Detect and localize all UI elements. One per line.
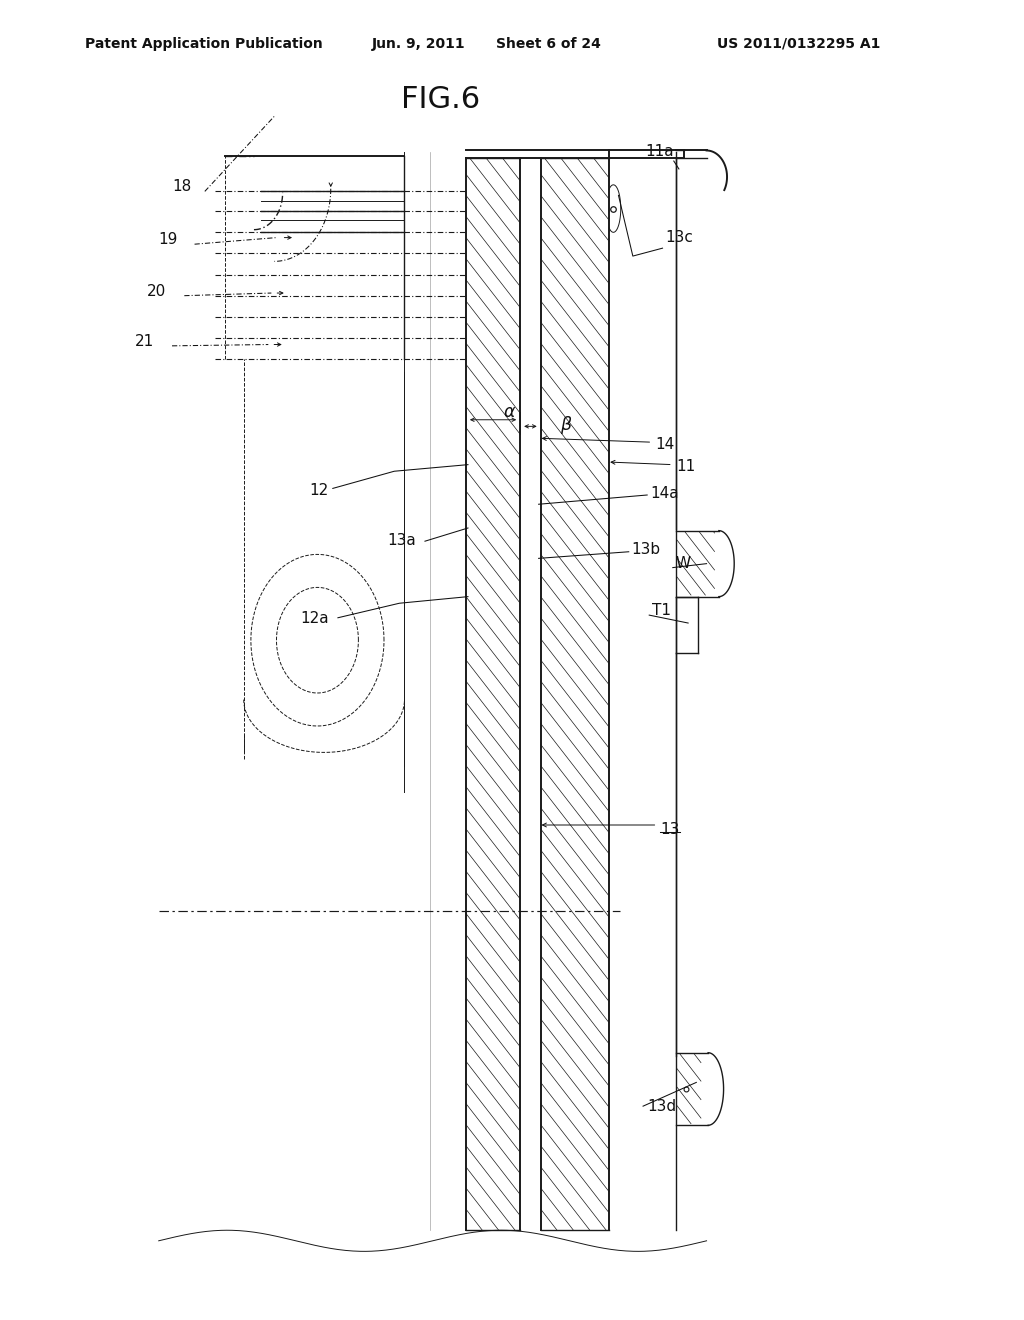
Text: 19: 19 bbox=[159, 232, 178, 247]
Text: 13: 13 bbox=[660, 822, 680, 837]
Text: Jun. 9, 2011: Jun. 9, 2011 bbox=[372, 37, 465, 50]
Text: US 2011/0132295 A1: US 2011/0132295 A1 bbox=[717, 37, 881, 50]
Text: 12a: 12a bbox=[300, 611, 329, 626]
Text: 13b: 13b bbox=[632, 543, 660, 557]
Text: 11a: 11a bbox=[645, 144, 674, 158]
Text: 13c: 13c bbox=[666, 230, 693, 244]
Text: 12: 12 bbox=[309, 483, 329, 498]
Text: 21: 21 bbox=[135, 334, 155, 348]
Text: 14a: 14a bbox=[650, 486, 679, 500]
Text: T1: T1 bbox=[652, 603, 672, 618]
Text: Sheet 6 of 24: Sheet 6 of 24 bbox=[496, 37, 600, 50]
Text: 18: 18 bbox=[172, 180, 191, 194]
Text: 20: 20 bbox=[146, 284, 166, 298]
Text: $\beta$: $\beta$ bbox=[560, 414, 572, 436]
Text: 11: 11 bbox=[676, 459, 695, 474]
Text: W: W bbox=[676, 556, 691, 570]
Text: 13d: 13d bbox=[647, 1100, 676, 1114]
Text: Patent Application Publication: Patent Application Publication bbox=[85, 37, 323, 50]
Text: 14: 14 bbox=[655, 437, 675, 451]
Text: FIG.6: FIG.6 bbox=[400, 84, 480, 114]
Text: $\alpha$: $\alpha$ bbox=[504, 403, 516, 421]
Text: 13a: 13a bbox=[387, 533, 416, 548]
